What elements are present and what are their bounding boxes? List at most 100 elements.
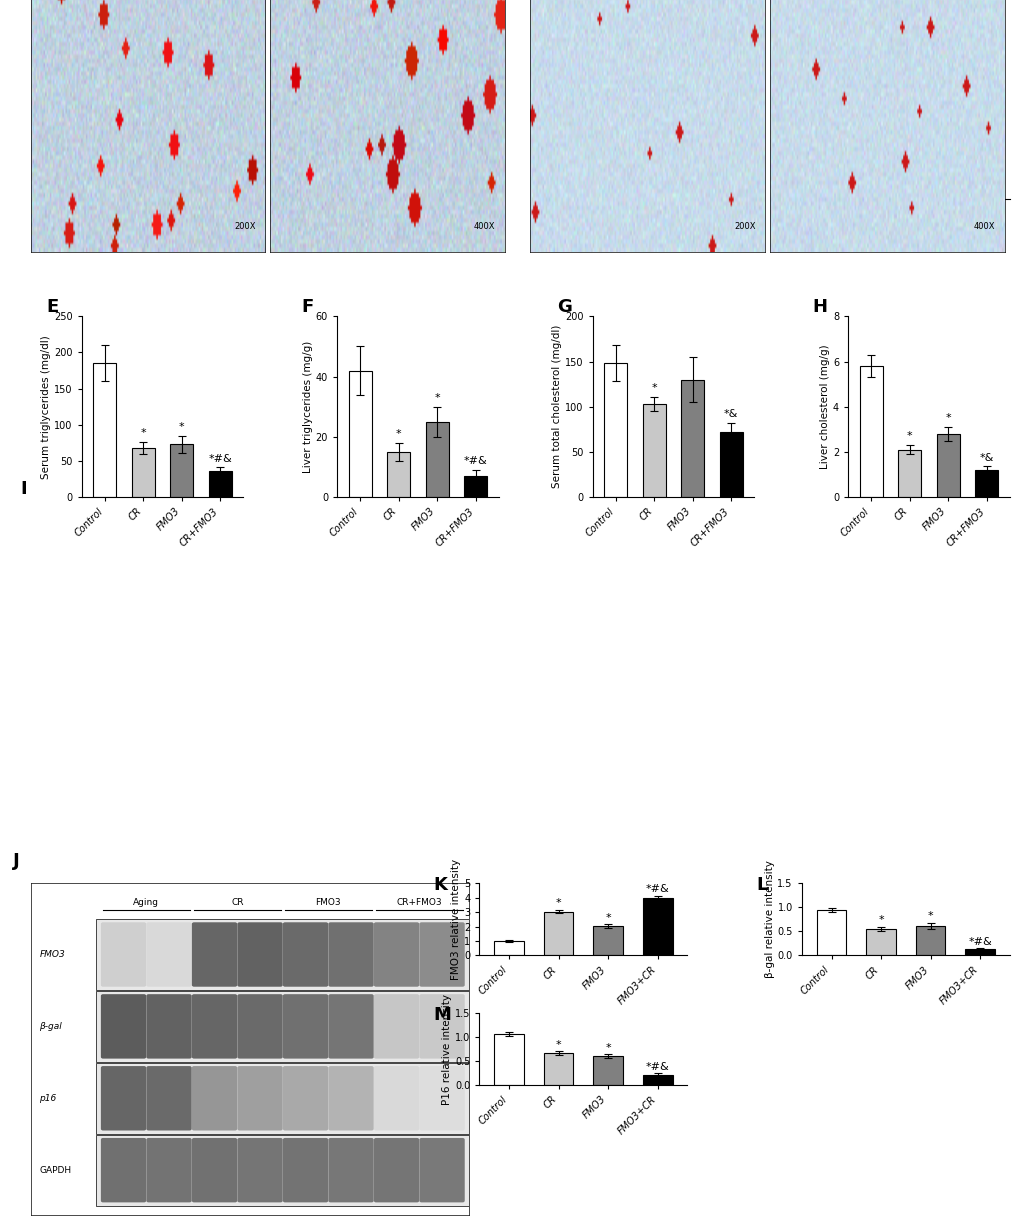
Text: M: M	[433, 1006, 451, 1023]
FancyBboxPatch shape	[374, 994, 419, 1059]
Text: J: J	[13, 853, 19, 870]
Text: *: *	[178, 114, 184, 124]
Text: A: A	[46, 0, 60, 18]
Bar	[935, 433, 959, 497]
Bar	[974, 50, 998, 199]
Text: *: *	[604, 1043, 610, 1053]
FancyBboxPatch shape	[328, 1066, 373, 1130]
Bar	[974, 470, 998, 497]
Bar	[425, 99, 448, 199]
FancyBboxPatch shape	[374, 1137, 419, 1202]
Text: C: C	[556, 0, 570, 18]
Bar	[593, 926, 623, 956]
Bar	[603, 363, 627, 497]
Bar	[719, 432, 742, 497]
FancyBboxPatch shape	[146, 1066, 192, 1130]
Text: CR: CR	[231, 898, 244, 907]
FancyBboxPatch shape	[374, 1066, 419, 1130]
Bar	[97, 1135, 469, 1206]
Text: *: *	[651, 93, 656, 103]
FancyBboxPatch shape	[419, 923, 465, 987]
Text: *: *	[906, 432, 912, 442]
FancyBboxPatch shape	[192, 1066, 237, 1130]
Bar	[387, 110, 410, 199]
Text: *: *	[689, 52, 695, 61]
Bar	[494, 941, 524, 956]
Bar	[93, 363, 116, 497]
Y-axis label: Liver cholesterol (mg/g): Liver cholesterol (mg/g)	[819, 345, 829, 469]
Text: *: *	[141, 110, 146, 120]
FancyBboxPatch shape	[192, 994, 237, 1059]
Bar	[543, 1053, 573, 1085]
Text: E: E	[46, 298, 58, 317]
Y-axis label: Liver triglycerides (mg/g): Liver triglycerides (mg/g)	[303, 341, 313, 472]
FancyBboxPatch shape	[192, 923, 237, 987]
Bar	[131, 130, 155, 199]
Text: *#&: *#&	[645, 885, 668, 894]
FancyBboxPatch shape	[101, 994, 146, 1059]
Bar	[348, 371, 371, 497]
Text: 200X: 200X	[234, 222, 256, 232]
FancyBboxPatch shape	[282, 923, 328, 987]
Text: *#&: *#&	[208, 454, 232, 464]
Text: *#&: *#&	[208, 137, 232, 147]
FancyBboxPatch shape	[328, 923, 373, 987]
FancyBboxPatch shape	[328, 994, 373, 1059]
Bar	[209, 156, 231, 199]
FancyBboxPatch shape	[374, 923, 419, 987]
Text: 400X: 400X	[474, 222, 495, 232]
Y-axis label: MDA (nM/mg): MDA (nM/mg)	[558, 74, 568, 144]
FancyBboxPatch shape	[146, 994, 192, 1059]
Bar	[464, 144, 487, 199]
Bar	[898, 449, 920, 497]
FancyBboxPatch shape	[419, 1137, 465, 1202]
Bar	[964, 950, 994, 956]
Bar	[97, 1063, 469, 1134]
Bar	[642, 404, 665, 497]
Text: *#&: *#&	[645, 1061, 668, 1071]
FancyBboxPatch shape	[282, 1137, 328, 1202]
Bar	[170, 444, 193, 497]
Text: *: *	[555, 1039, 560, 1049]
FancyBboxPatch shape	[419, 1066, 465, 1130]
Bar	[97, 990, 469, 1063]
Text: *&: *&	[723, 410, 738, 420]
Y-axis label: P16 relative intensity: P16 relative intensity	[442, 994, 451, 1104]
Text: β-gal: β-gal	[40, 1022, 62, 1031]
Text: 400X: 400X	[973, 222, 995, 232]
Text: *: *	[877, 915, 883, 925]
Bar	[97, 919, 469, 990]
Text: I: I	[20, 480, 28, 498]
Bar	[494, 1033, 524, 1085]
FancyBboxPatch shape	[282, 994, 328, 1059]
Text: Aging: Aging	[133, 898, 159, 907]
Bar	[681, 379, 703, 497]
Text: *: *	[945, 79, 950, 88]
Text: CR+FMO3: CR+FMO3	[396, 898, 441, 907]
Text: *&: *&	[978, 453, 993, 463]
Bar	[425, 422, 448, 497]
FancyBboxPatch shape	[146, 1137, 192, 1202]
FancyBboxPatch shape	[282, 1066, 328, 1130]
Text: *: *	[555, 898, 560, 908]
Y-axis label: Serum level of IL-6 (pg/ml): Serum level of IL-6 (pg/ml)	[41, 39, 51, 178]
Bar	[170, 133, 193, 199]
Y-axis label: FMO3 relative intensity: FMO3 relative intensity	[450, 859, 461, 980]
Y-axis label: SOD vitality(U/mg): SOD vitality(U/mg)	[813, 60, 823, 157]
Bar	[935, 97, 959, 199]
Bar	[464, 476, 487, 497]
Text: *: *	[395, 429, 401, 439]
Text: *#&: *#&	[464, 456, 487, 466]
Text: *: *	[906, 80, 912, 90]
Text: *: *	[604, 913, 610, 923]
Text: *: *	[945, 413, 950, 423]
Text: GAPDH: GAPDH	[40, 1166, 71, 1174]
Text: K: K	[433, 876, 447, 894]
Text: p16: p16	[40, 1093, 57, 1103]
Text: *: *	[395, 92, 401, 102]
Text: *: *	[178, 422, 184, 432]
Bar	[898, 98, 920, 199]
FancyBboxPatch shape	[101, 1137, 146, 1202]
FancyBboxPatch shape	[101, 1066, 146, 1130]
Bar	[719, 125, 742, 199]
